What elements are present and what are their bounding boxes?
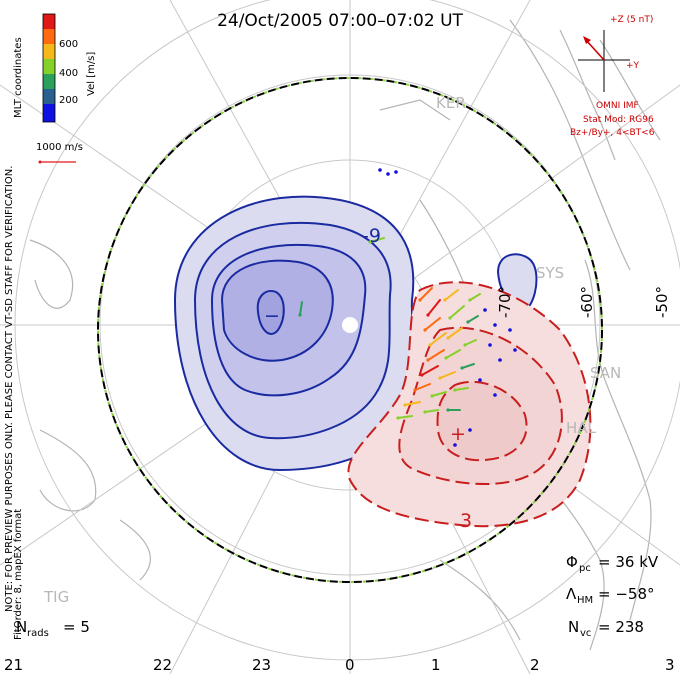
stat-n-vc-symbol: N	[568, 618, 579, 636]
fit-order-label: FitOrder: 8, mapEX format	[13, 509, 24, 640]
stat-phi-symbol: Φ	[566, 553, 578, 571]
colorbar-swatch-4	[43, 59, 55, 74]
negative-potential-cell	[173, 195, 538, 472]
station-label-sys: SYS	[536, 264, 564, 282]
stat-lambda-hm: Λ HM = −58°	[566, 585, 655, 606]
velocity-vectors	[298, 168, 517, 447]
imf-y-label: +Y	[626, 61, 640, 71]
stat-n-rads: N rads = 5	[16, 618, 90, 639]
mlt-label-0: 0	[345, 656, 355, 674]
preview-notice: NOTE: FOR PREVIEW PURPOSES ONLY. PLEASE …	[4, 166, 15, 612]
mlt-label-22: 22	[153, 656, 172, 674]
mlt-label-21: 21	[4, 656, 23, 674]
colorbar-tick-400: 400	[59, 68, 78, 79]
stat-n-vc: N vc = 238	[568, 618, 644, 639]
stat-lambda-subscript: HM	[577, 595, 593, 606]
contour-label-positive-center: +	[450, 423, 466, 445]
colorbar-swatch-7	[43, 104, 55, 122]
latitude-label-50: -50°	[653, 286, 671, 318]
boundary-vectors	[97, 77, 603, 583]
stat-phi-value: = 36 kV	[598, 553, 659, 571]
imf-condition-label: Bz+/By+, 4<BT<6	[570, 128, 655, 138]
colorbar-swatch-3	[43, 44, 55, 59]
mlt-labels: 21 22 23 0 1 2 3	[4, 656, 675, 674]
mlt-label-2: 2	[530, 656, 540, 674]
velocity-colorbar: 600 400 200 Vel [m/s]	[42, 13, 97, 123]
stat-lambda-value: = −58°	[598, 585, 655, 603]
mlt-label-1: 1	[431, 656, 441, 674]
imf-dial: +Z (5 nT) +Y OMNI IMF Stat Mod: RG96 Bz+…	[570, 15, 655, 138]
station-label-hal: HAL	[566, 419, 597, 437]
contour-label-negative-center: −	[264, 305, 280, 327]
mlt-label-23: 23	[252, 656, 271, 674]
contour-label-negative: -9	[362, 225, 381, 247]
latitude-label-70: -70°	[496, 286, 514, 318]
coordinate-system-label: MLT coordinates	[13, 37, 24, 118]
station-label-ker: KER	[436, 94, 466, 112]
station-labels: KER SYS SAN HAL TIG	[43, 94, 621, 606]
stat-phi-subscript: pc	[579, 563, 591, 574]
positive-potential-cell	[347, 281, 592, 528]
colorbar-swatch-2	[43, 29, 55, 44]
colorbar-tick-200: 200	[59, 95, 78, 106]
stat-phi-pc: Φ pc = 36 kV	[566, 553, 659, 574]
station-label-tig: TIG	[43, 588, 69, 606]
latitude-labels: -70° -60° -50°	[496, 286, 671, 318]
latitude-label-60: -60°	[578, 286, 596, 318]
colorbar-swatch-1	[43, 14, 55, 29]
stat-n-vc-subscript: vc	[580, 628, 591, 639]
imf-source-label: OMNI IMF	[596, 101, 639, 111]
stat-n-rads-subscript: rads	[27, 628, 49, 639]
mlt-label-3: 3	[665, 656, 675, 674]
colorbar-swatch-6	[43, 89, 55, 104]
reference-vector: 1000 m/s	[36, 142, 83, 164]
colorbar-tick-600: 600	[59, 39, 78, 50]
contour-label-positive: 3	[460, 510, 472, 532]
imf-z-label: +Z (5 nT)	[610, 15, 653, 25]
colorbar-swatch-5	[43, 74, 55, 89]
map-title: 24/Oct/2005 07:00–07:02 UT	[217, 11, 463, 31]
reference-vector-label: 1000 m/s	[36, 142, 83, 153]
stat-n-rads-value: = 5	[63, 618, 90, 636]
station-label-san: SAN	[590, 364, 621, 382]
coastlines	[29, 19, 661, 651]
stat-lambda-symbol: Λ	[566, 585, 577, 603]
colorbar-label: Vel [m/s]	[86, 52, 97, 96]
stat-n-rads-symbol: N	[16, 618, 27, 636]
stat-n-vc-value: = 238	[598, 618, 644, 636]
magnetic-pole-marker	[342, 317, 358, 333]
imf-model-label: Stat Mod: RG96	[583, 115, 654, 125]
imf-vector-arrow	[585, 39, 605, 61]
